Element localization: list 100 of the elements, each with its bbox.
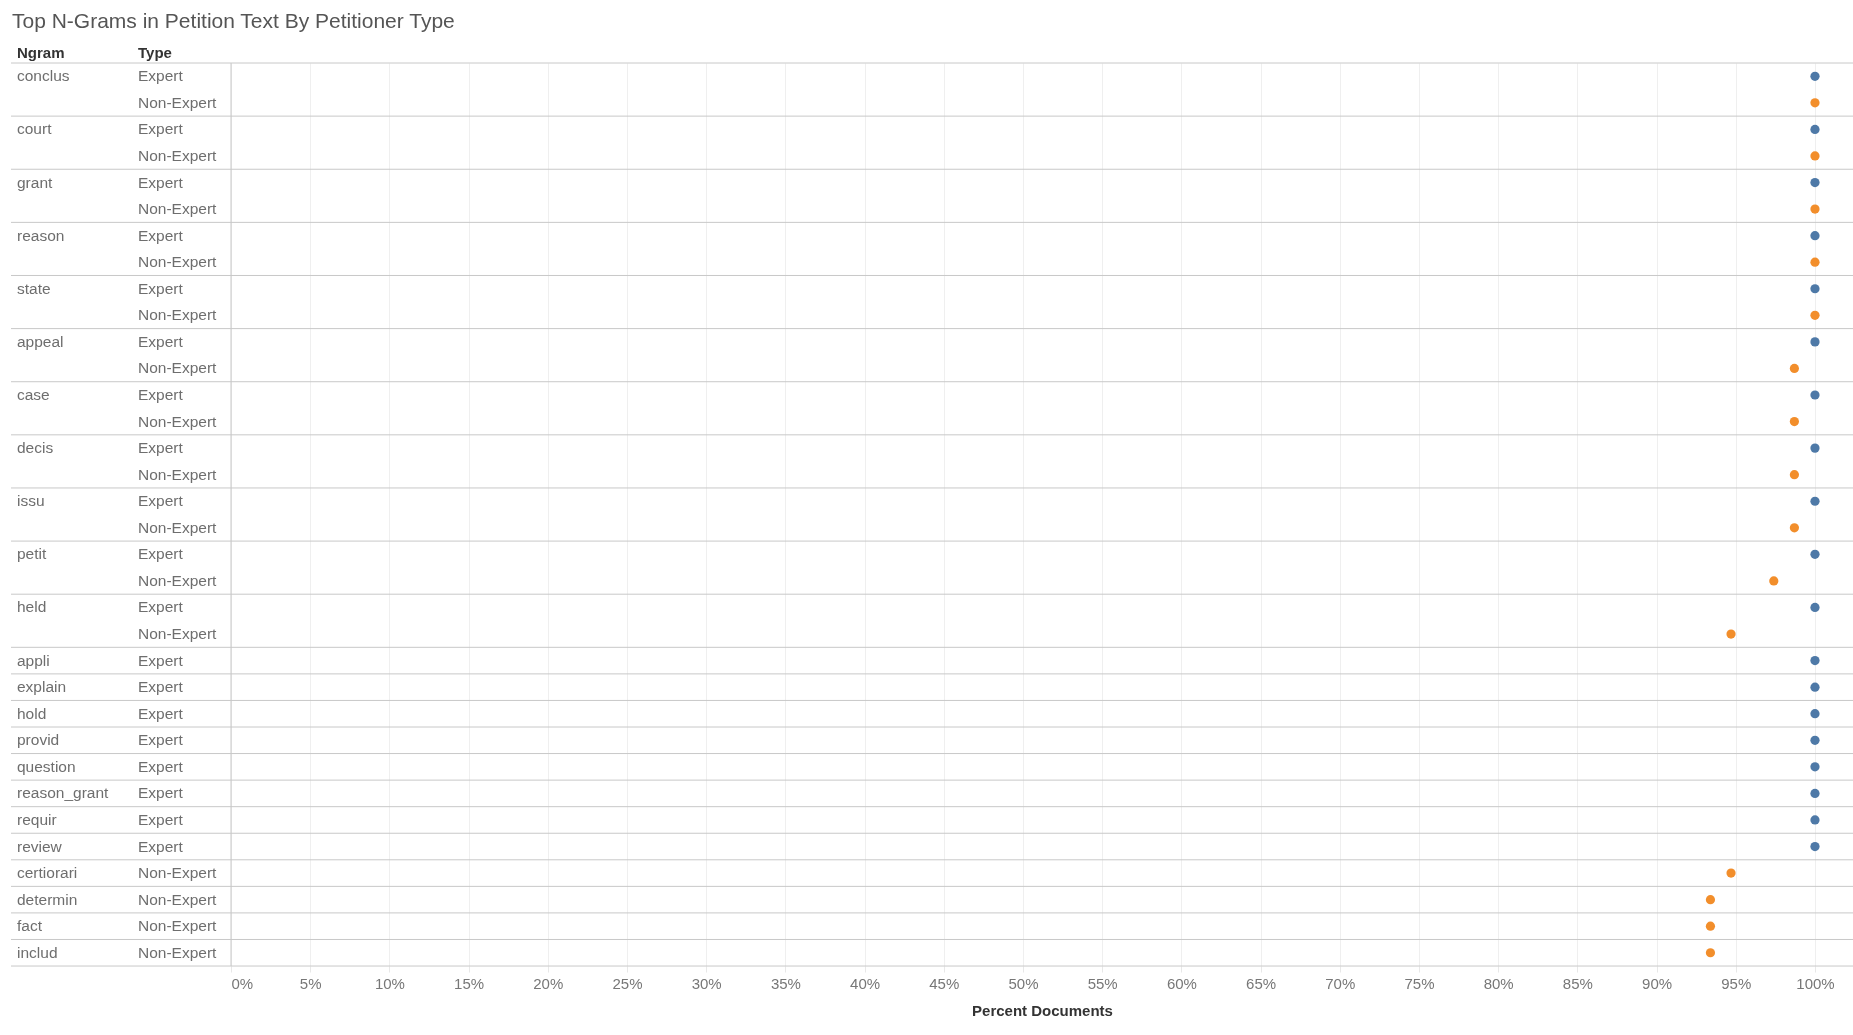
x-tick-label: 45% xyxy=(929,974,960,992)
point xyxy=(1810,841,1820,852)
x-tick-label: 40% xyxy=(850,974,881,992)
point xyxy=(1810,310,1820,320)
x-tick-label: 25% xyxy=(612,974,643,992)
y-axis-title: Ngram xyxy=(17,44,65,61)
y-tick-label: decis xyxy=(17,439,54,457)
y2-tick-label: Expert xyxy=(138,332,184,350)
y2-tick-label: Non-Expert xyxy=(138,625,218,643)
y2-tick-label: Non-Expert xyxy=(138,359,218,377)
y2-tick-label: Expert xyxy=(138,651,184,669)
y2-tick-label: Non-Expert xyxy=(138,571,218,589)
y2-tick-label: Expert xyxy=(138,67,184,85)
y2-tick-label: Non-Expert xyxy=(138,917,218,935)
y-tick-label: court xyxy=(17,120,53,138)
x-tick-label: 65% xyxy=(1246,974,1277,992)
x-tick-label: 30% xyxy=(691,974,722,992)
x-axis-title: Percent Documents xyxy=(972,1001,1113,1019)
point xyxy=(1810,788,1820,798)
y2-tick-label: Expert xyxy=(138,279,184,297)
y2-axis-title: Type xyxy=(138,44,172,61)
y-tick-label: requir xyxy=(17,810,57,828)
point xyxy=(1810,71,1820,81)
point xyxy=(1810,656,1820,666)
point xyxy=(1705,921,1716,931)
y2-tick-label: Expert xyxy=(138,386,184,403)
x-tick-label: 20% xyxy=(533,974,564,992)
x-tick-label: 10% xyxy=(374,974,405,992)
y-tick-label: fact xyxy=(17,917,43,935)
y2-tick-label: Non-Expert xyxy=(138,146,218,164)
y2-tick-label: Non-Expert xyxy=(138,890,218,908)
point xyxy=(1810,257,1820,267)
y2-tick-label: Expert xyxy=(138,120,184,138)
point xyxy=(1810,815,1820,825)
point xyxy=(1726,629,1736,639)
point xyxy=(1789,416,1799,427)
y-tick-label: conclus xyxy=(17,67,70,85)
point xyxy=(1810,602,1820,613)
x-tick-label: 35% xyxy=(770,974,801,992)
y-tick-label: reason_grant xyxy=(17,784,110,802)
y-tick-label: held xyxy=(17,598,47,616)
y2-tick-label: Expert xyxy=(138,678,184,696)
point xyxy=(1810,337,1820,347)
x-tick-label: 60% xyxy=(1166,974,1197,992)
point xyxy=(1810,98,1820,108)
y-tick-label: appeal xyxy=(17,332,64,350)
point xyxy=(1810,390,1820,400)
x-tick-label: 90% xyxy=(1642,974,1673,992)
y2-tick-label: Expert xyxy=(138,226,184,244)
y-tick-label: question xyxy=(17,757,76,775)
point xyxy=(1810,549,1820,559)
point xyxy=(1810,231,1820,241)
x-tick-label: 75% xyxy=(1404,974,1435,992)
point xyxy=(1726,868,1736,878)
y2-tick-label: Expert xyxy=(138,757,184,775)
y2-tick-label: Non-Expert xyxy=(138,200,218,218)
y2-tick-label: Non-Expert xyxy=(138,253,218,271)
y2-tick-label: Expert xyxy=(138,439,184,457)
y-tick-label: petit xyxy=(17,545,47,563)
y2-tick-label: Expert xyxy=(138,837,184,855)
y-tick-label: review xyxy=(17,837,63,855)
point xyxy=(1705,948,1716,958)
chart-title: Top N-Grams in Petition Text By Petitioner Type xyxy=(12,9,455,32)
point xyxy=(1810,735,1820,745)
point xyxy=(1810,709,1820,719)
point xyxy=(1810,284,1820,294)
point xyxy=(1810,682,1820,692)
point xyxy=(1789,523,1799,533)
y-tick-label: certiorari xyxy=(17,864,78,882)
x-tick-label: 55% xyxy=(1087,974,1118,992)
point xyxy=(1810,762,1820,772)
y-tick-label: state xyxy=(17,279,51,297)
point xyxy=(1789,470,1799,480)
y-tick-label: hold xyxy=(17,704,47,722)
y-tick-label: explain xyxy=(17,678,67,696)
y2-tick-label: Non-Expert xyxy=(138,412,218,430)
y-tick-label: provid xyxy=(17,731,60,749)
y2-tick-label: Non-Expert xyxy=(138,518,218,536)
y-tick-label: reason xyxy=(17,226,65,244)
y-tick-label: case xyxy=(17,386,50,403)
y2-tick-label: Expert xyxy=(138,731,184,749)
y-tick-label: issu xyxy=(17,492,45,510)
x-tick-label: 100% xyxy=(1796,974,1835,992)
y2-tick-label: Expert xyxy=(138,784,184,802)
point xyxy=(1810,204,1820,214)
y2-tick-label: Expert xyxy=(138,704,184,722)
point xyxy=(1810,151,1820,161)
y2-tick-label: Expert xyxy=(138,810,184,828)
y2-tick-label: Expert xyxy=(138,492,184,510)
y-tick-label: determin xyxy=(17,890,78,908)
x-tick-label: 70% xyxy=(1325,974,1356,992)
x-tick-label: 50% xyxy=(1008,974,1039,992)
x-tick-label: 0% xyxy=(231,974,254,992)
y2-tick-label: Non-Expert xyxy=(138,465,218,483)
y2-tick-label: Non-Expert xyxy=(138,93,218,111)
x-tick-label: 15% xyxy=(454,974,485,992)
y-tick-label: includ xyxy=(17,943,58,961)
y2-tick-label: Expert xyxy=(138,598,184,616)
point xyxy=(1810,443,1820,453)
y-tick-label: grant xyxy=(17,173,54,191)
